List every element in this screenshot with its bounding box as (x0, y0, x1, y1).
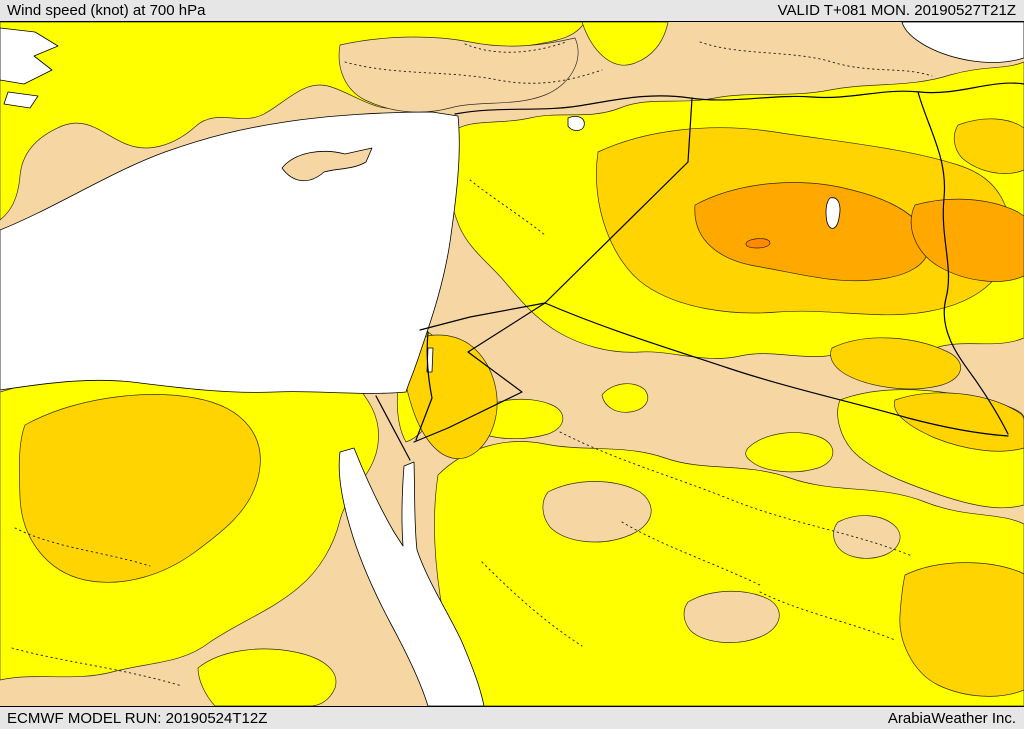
gold-jordan-core (402, 334, 498, 459)
border-syria-jordan (419, 302, 546, 331)
yellow-top-center-blob (581, 22, 669, 66)
aegean-sea-patch-2 (3, 91, 39, 109)
header-bar: Wind speed (knot) at 700 hPa VALID T+081… (0, 0, 1024, 22)
border-turkey-south (454, 82, 1024, 115)
lake-assad (567, 116, 585, 131)
weather-map (0, 22, 1024, 706)
red-sea (338, 447, 485, 706)
map-area (0, 22, 1024, 706)
caspian-sea-corner (901, 22, 1024, 63)
map-title: Wind speed (knot) at 700 hPa (7, 2, 206, 19)
mediterranean-sea (0, 111, 460, 394)
tan-central-anatolia (338, 36, 579, 113)
dotted-red-sea-east (481, 561, 583, 647)
gold-southeast-corner (899, 562, 1024, 697)
gold-northeast-corner (953, 118, 1024, 174)
dotted-anatolia-2 (464, 41, 567, 53)
calm-white-areas (0, 22, 1024, 706)
valid-time-label: VALID T+081 MON. 20190527T21Z (777, 2, 1016, 19)
aegean-sea-patch-1 (0, 27, 59, 85)
dotted-egypt-mid (14, 527, 151, 567)
yellow-patch-north-arabia-2 (601, 383, 649, 413)
tan-hole-arabia-1 (542, 481, 652, 543)
contour-band-orange (694, 182, 1024, 282)
lake-tharthar (825, 197, 841, 229)
yellow-bottom-left-patch (197, 648, 337, 706)
border-egypt-israel (375, 395, 411, 461)
dotted-lines (11, 41, 933, 687)
dotted-saudi-2 (621, 521, 763, 587)
orange-iraq-core (694, 182, 929, 282)
footer-bar: ECMWF MODEL RUN: 20190524T12Z ArabiaWeat… (0, 706, 1024, 729)
country-borders (375, 82, 1024, 461)
border-iraq-iran (917, 91, 1009, 435)
border-jordan-saudi (413, 302, 546, 443)
gold-east-band-1 (830, 337, 961, 390)
dotted-syria (469, 179, 546, 236)
gold-egypt-core (18, 394, 261, 583)
attribution-label: ArabiaWeather Inc. (887, 709, 1016, 727)
model-run-label: ECMWF MODEL RUN: 20190524T12Z (7, 709, 268, 727)
border-iraq-saudi (544, 302, 1009, 437)
dotted-top-right (699, 41, 933, 77)
border-syria-iraq (544, 161, 689, 304)
contour-band-tan-patches (338, 36, 901, 643)
dotted-saudi-1 (559, 431, 913, 557)
deep-orange-spot (745, 238, 771, 249)
tan-hole-arabia-3 (833, 515, 901, 559)
gold-east-band-2 (893, 392, 1024, 452)
yellow-patch-north-arabia-3 (745, 432, 834, 473)
border-israel-jordan (415, 331, 433, 441)
border-syria-iraq-north (687, 97, 693, 163)
cyprus-island (281, 147, 373, 181)
dotted-saudi-3 (759, 591, 896, 641)
tan-hole-arabia-2 (683, 590, 780, 643)
orange-east-edge (910, 198, 1024, 282)
